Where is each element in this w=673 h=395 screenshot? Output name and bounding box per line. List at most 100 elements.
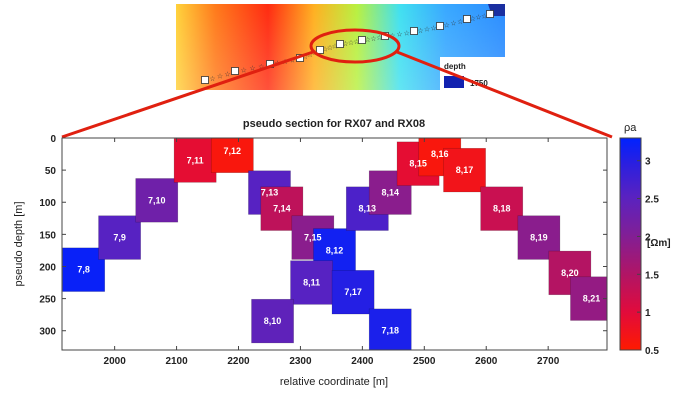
- zoom-line-left: [61, 50, 314, 139]
- colorbar-tick-label: 2: [645, 232, 651, 243]
- cell-label-8-19: 8,19: [530, 233, 548, 243]
- cell-label-8-15: 8,15: [409, 159, 427, 169]
- cell-label-8-20: 8,20: [561, 268, 579, 278]
- x-tick-label: 2200: [227, 356, 250, 367]
- cell-label-7-14: 7,14: [273, 204, 291, 214]
- track-station-marker: [463, 15, 471, 23]
- y-axis: 0 50 100 150 200 250 300: [39, 134, 607, 338]
- track-star-marker: ☆: [365, 36, 371, 44]
- colorbar-tick-label: 3: [645, 157, 651, 168]
- cell-7-12: [210, 138, 254, 173]
- cell-7-18: [368, 308, 412, 350]
- colorbar-unit: [Ωm]: [647, 238, 671, 249]
- track-star-marker: ☆: [302, 53, 308, 61]
- track-star-marker: ☆: [322, 46, 328, 54]
- track-star-marker: ☆: [348, 39, 354, 47]
- cell-label-8-11: 8,11: [303, 278, 320, 288]
- cell-label-8-13: 8,13: [359, 204, 377, 214]
- cell-7-17: [331, 270, 375, 315]
- colorbar: ρa [Ωm] 0.5 1 1.5 2 2.5 3: [619, 122, 671, 357]
- track-station-marker: [436, 22, 444, 30]
- track-star-marker: ☆: [370, 35, 376, 43]
- colorbar-ticks: 0.5 1 1.5 2 2.5 3: [637, 157, 659, 357]
- x-tick-label: 2300: [289, 356, 312, 367]
- track-star-marker: ☆: [457, 18, 463, 26]
- zoom-line-right: [396, 50, 613, 139]
- data-cells: 7,8 7,9 7,10 7,11 7,12 7,13 7,14 7,15 8,12 8,11 8,…: [62, 138, 607, 350]
- chart-title: pseudo section for RX07 and RX08: [243, 118, 425, 130]
- plot-frame: [61, 137, 608, 351]
- highlight-ellipse: [309, 28, 401, 64]
- track-star-marker: ☆: [332, 43, 338, 51]
- cell-label-7-12: 7,12: [224, 146, 242, 156]
- y-tick-label: 200: [39, 262, 56, 273]
- y-tick-label: 250: [39, 295, 56, 306]
- cell-7-11: [173, 138, 217, 183]
- x-axis: 2000 2100 2200 2300 2400 2500 2600 2700: [104, 138, 560, 367]
- y-tick-label: 50: [45, 166, 57, 177]
- track-station-marker: [231, 67, 239, 75]
- colorbar-gradient: [619, 137, 642, 351]
- track-star-marker: ☆: [450, 20, 456, 28]
- cell-8-10: [251, 298, 294, 344]
- x-tick-label: 2400: [351, 356, 374, 367]
- track-station-marker: [201, 76, 209, 84]
- cell-label-7-11: 7,11: [187, 155, 204, 165]
- track-star-marker: ☆: [404, 29, 410, 37]
- cell-label-8-10: 8,10: [264, 316, 282, 326]
- x-tick-label: 2700: [537, 356, 560, 367]
- cell-7-10: [135, 178, 179, 223]
- cell-label-7-18: 7,18: [381, 326, 399, 336]
- cell-label-8-12: 8,12: [326, 245, 344, 255]
- colorbar-tick-label: 1: [645, 308, 651, 319]
- inset-legend-title: depth: [444, 62, 466, 71]
- y-tick-label: 300: [39, 327, 56, 338]
- cell-label-8-17: 8,17: [456, 165, 474, 175]
- cell-label-8-21: 8,21: [583, 294, 601, 304]
- track-star-marker: ☆: [417, 27, 423, 35]
- track-star-marker: ☆: [224, 70, 230, 78]
- x-tick-label: 2600: [475, 356, 498, 367]
- colorbar-tick-label: 1.5: [645, 270, 659, 281]
- x-tick-label: 2500: [413, 356, 436, 367]
- cell-label-7-13: 7,13: [261, 188, 279, 198]
- track-star-marker: ☆: [376, 34, 382, 42]
- track-star-marker: ☆: [444, 21, 450, 29]
- inset-map: ☆☆☆☆☆☆☆☆☆☆☆☆☆☆☆☆☆☆☆☆☆☆☆☆☆☆☆☆☆☆☆☆☆ depth …: [176, 4, 505, 90]
- track-station-marker: [410, 27, 418, 35]
- cell-label-8-16: 8,16: [431, 149, 449, 159]
- cell-label-8-18: 8,18: [493, 204, 511, 214]
- track-star-marker: ☆: [209, 75, 215, 83]
- colorbar-tick-label: 2.5: [645, 195, 659, 206]
- track-station-marker: [486, 10, 494, 18]
- track-star-marker: ☆: [430, 24, 436, 32]
- track-station-marker: [316, 46, 324, 54]
- track-station-marker: [336, 40, 344, 48]
- y-tick-label: 100: [39, 198, 56, 209]
- track-star-marker: ☆: [396, 31, 402, 39]
- track-star-marker: ☆: [249, 65, 255, 73]
- cell-8-17: [443, 147, 486, 193]
- track-star-marker: ☆: [424, 26, 430, 34]
- y-tick-label: 0: [50, 134, 56, 145]
- cell-8-18: [480, 186, 524, 231]
- track-star-marker: ☆: [217, 73, 223, 81]
- y-axis-label: pseudo depth [m]: [13, 201, 25, 286]
- cell-7-8: [62, 247, 106, 292]
- inset-legend-swatch: [444, 76, 464, 88]
- cell-label-7-15: 7,15: [304, 233, 322, 243]
- cell-7-9: [98, 215, 141, 260]
- cell-label-7-9: 7,9: [113, 233, 126, 243]
- x-axis-label: relative coordinate [m]: [280, 376, 388, 388]
- track-star-marker: ☆: [307, 51, 313, 59]
- track-star-marker: ☆: [241, 66, 247, 74]
- cell-label-7-8: 7,8: [77, 265, 90, 275]
- cell-8-21: [570, 276, 607, 321]
- track-star-marker: ☆: [470, 15, 476, 23]
- track-star-marker: ☆: [342, 40, 348, 48]
- x-tick-label: 2100: [165, 356, 188, 367]
- track-star-marker: ☆: [481, 12, 487, 20]
- cell-label-7-10: 7,10: [148, 195, 166, 205]
- colorbar-tick-label: 0.5: [645, 346, 659, 357]
